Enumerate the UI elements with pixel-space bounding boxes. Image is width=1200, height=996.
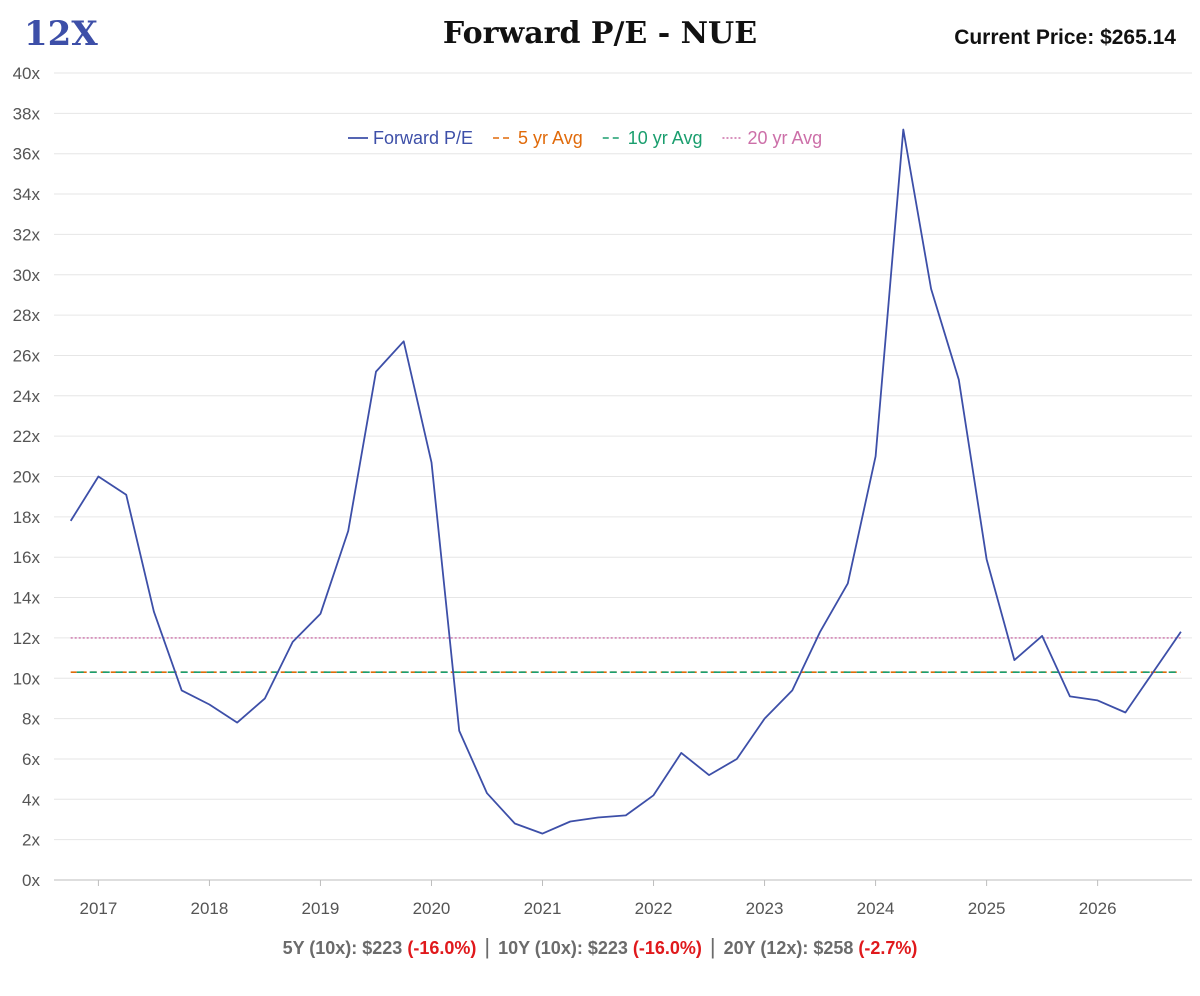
x-tick-label: 2024 [857,899,895,918]
y-tick-label: 32x [13,225,41,244]
summary-20y-change: (-2.7%) [858,938,918,958]
y-tick-label: 6x [22,750,40,769]
summary-10y-label: 10Y (10x): $223 [498,938,628,958]
current-price-value: $265.14 [1100,26,1176,49]
summary-10y: 10Y (10x): $223 (-16.0%) [498,938,702,958]
x-tick-label: 2017 [79,899,117,918]
forward-pe-chart: 0x 2x 4x 6x 8x 10x 12x 14x 16x 18x 20x 22x 24x 26x 28x… [13,64,1192,918]
y-tick-label: 16x [13,548,41,567]
y-tick-label: 8x [22,710,40,729]
y-tick-label: 36x [13,145,41,164]
x-tick-label: 2019 [302,899,340,918]
y-tick-label: 2x [22,831,40,850]
current-price-label: Current Price: [954,26,1095,49]
y-tick-label: 20x [13,468,41,487]
x-tick-label: 2021 [524,899,562,918]
current-price: Current Price: $265.14 [954,26,1176,50]
brand-logo: 12X [24,14,98,54]
x-tick-label: 2023 [746,899,784,918]
y-tick-label: 4x [22,790,40,809]
x-tick-label: 2026 [1079,899,1117,918]
summary-separator: | [484,934,491,959]
y-tick-label: 14x [13,589,41,608]
x-tick-label: 2018 [191,899,229,918]
forward-p-e-series-line [69,128,1182,835]
x-tick-label: 2022 [635,899,673,918]
summary-separator: | [709,934,716,959]
y-tick-label: 26x [13,346,41,365]
y-tick-label: 10x [13,669,41,688]
x-tick-label: 2025 [968,899,1006,918]
y-tick-label: 18x [13,508,41,527]
y-tick-label: 22x [13,427,41,446]
y-tick-label: 12x [13,629,41,648]
summary-5y-change: (-16.0%) [407,938,477,958]
summary-10y-change: (-16.0%) [632,938,702,958]
legend-label: 5 yr Avg [518,128,583,148]
y-tick-label: 0x [22,871,40,890]
y-tick-label: 34x [13,185,41,204]
legend-label: 20 yr Avg [747,128,822,148]
legend-label: Forward P/E [373,128,473,148]
x-tick-label: 2020 [413,899,451,918]
summary-5y-label: 5Y (10x): $223 [282,938,403,958]
y-tick-label: 40x [13,64,41,83]
y-tick-label: 38x [13,104,41,123]
y-tick-label: 30x [13,266,41,285]
summary-20y-label: 20Y (12x): $258 [723,938,854,958]
legend-label: 10 yr Avg [628,128,703,148]
summary-5y: 5Y (10x): $223 (-16.0%) [283,938,477,958]
y-tick-label: 28x [13,306,41,325]
y-tick-label: 24x [13,387,41,406]
valuation-summary: 5Y (10x): $223 (-16.0%) | 10Y (10x): $223 … [0,934,1200,960]
chart-title: Forward P/E - NUE [442,16,758,51]
summary-20y: 20Y (12x): $258 (-2.7%) [724,938,918,958]
